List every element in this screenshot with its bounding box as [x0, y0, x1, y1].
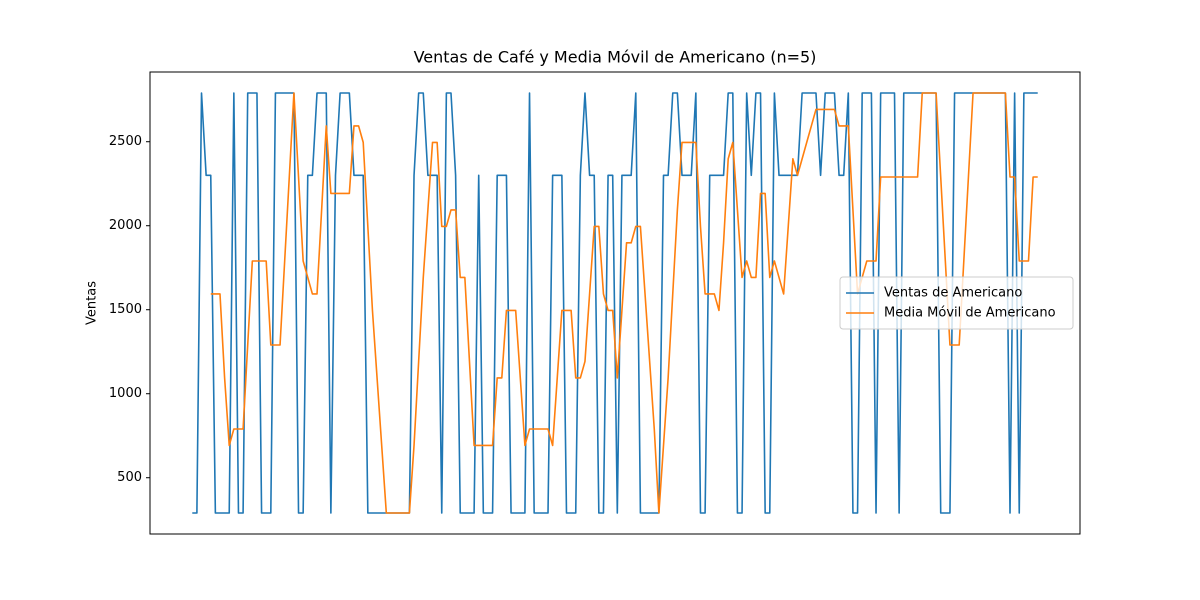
y-tick-label: 1000: [109, 386, 142, 401]
legend-label: Ventas de Americano: [884, 286, 1022, 301]
y-tick-label: 500: [117, 470, 142, 485]
legend: Ventas de Americano Media Móvil de Americ…: [839, 276, 1074, 330]
plot-frame: [149, 71, 1081, 535]
y-tick-label: 2500: [109, 134, 142, 149]
line-series: [210, 92, 1038, 514]
y-tick-label: 1500: [109, 302, 142, 317]
legend-box: [839, 276, 1074, 330]
y-tick-label: 2000: [109, 218, 142, 233]
legend-label: Media Móvil de Americano: [884, 306, 1056, 321]
chart-title: Ventas de Café y Media Móvil de American…: [414, 48, 817, 67]
y-axis-label: Ventas: [85, 281, 100, 325]
